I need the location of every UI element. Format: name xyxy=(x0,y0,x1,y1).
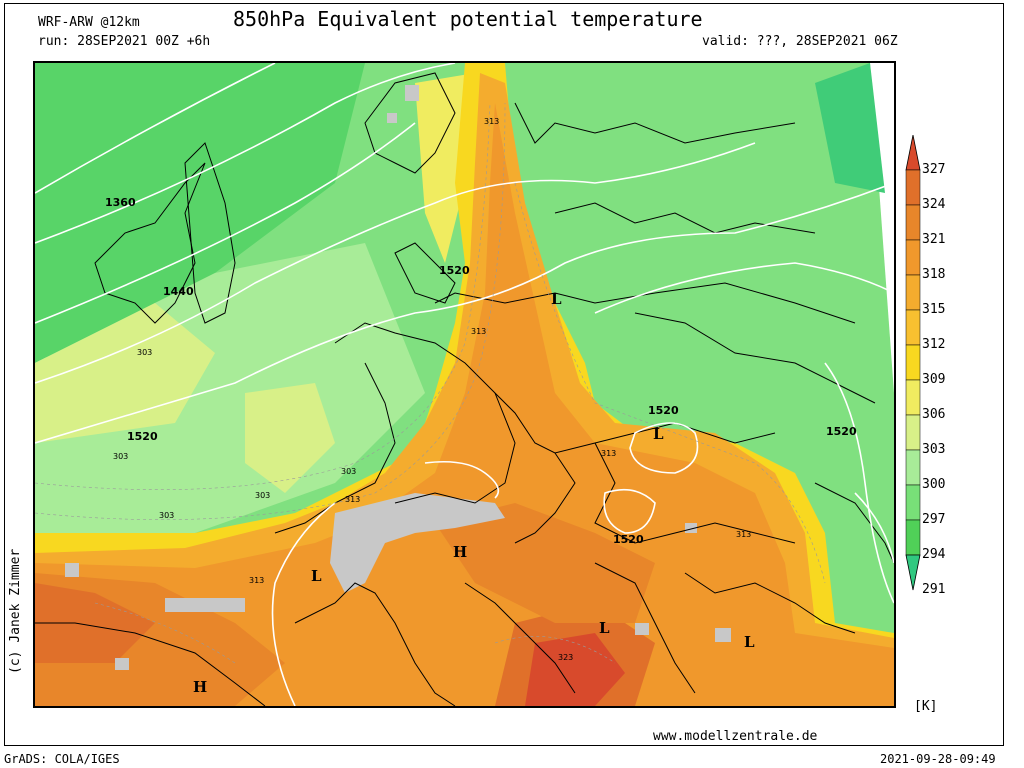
low-pressure-marker: L xyxy=(311,567,322,585)
contour-label: 1440 xyxy=(163,285,194,298)
colorbar-swatch xyxy=(905,519,921,556)
colorbar-tick-label: 321 xyxy=(922,232,946,247)
theta-label: 313 xyxy=(249,576,265,585)
low-pressure-marker: L xyxy=(599,619,610,637)
website-credit: www.modellzentrale.de xyxy=(653,729,818,744)
colorbar-tick-label: 303 xyxy=(922,442,946,457)
colorbar-swatch xyxy=(905,309,921,346)
contour-label: 1520 xyxy=(439,264,470,277)
colorbar-unit: [K] xyxy=(914,699,938,714)
colorbar: 327 324 321 318 315 312 309 306 303 300 297 294 291 xyxy=(902,134,1022,635)
chart-title: 850hPa Equivalent potential temperature xyxy=(233,7,703,31)
contour-label: 1520 xyxy=(127,430,158,443)
theta-label: 303 xyxy=(255,491,271,500)
weather-map: 1360 1440 1520 1520 1520 1520 1520 313 3… xyxy=(33,61,896,708)
low-pressure-marker: L xyxy=(744,633,755,651)
colorbar-tick-label: 291 xyxy=(922,582,946,597)
colorbar-swatch xyxy=(905,414,921,451)
high-pressure-marker: H xyxy=(453,543,468,561)
theta-label: 323 xyxy=(558,653,574,662)
colorbar-tick-label: 327 xyxy=(922,162,946,177)
colorbar-tick-label: 300 xyxy=(922,477,946,492)
contour-label: 1520 xyxy=(648,404,679,417)
colorbar-swatches xyxy=(905,134,921,591)
colorbar-swatch xyxy=(905,344,921,381)
timestamp: 2021-09-28-09:49 xyxy=(880,752,996,766)
theta-label: 303 xyxy=(341,467,357,476)
low-pressure-marker: L xyxy=(551,290,562,308)
colorbar-swatch xyxy=(905,484,921,521)
valid-label: valid: ???, 28SEP2021 06Z xyxy=(702,34,898,49)
contour-label: 1520 xyxy=(613,533,644,546)
high-pressure-marker: H xyxy=(193,678,208,696)
colorbar-tick-label: 297 xyxy=(922,512,946,527)
colorbar-tick-label: 324 xyxy=(922,197,946,212)
colorbar-tick-label: 312 xyxy=(922,337,946,352)
colorbar-tick-label: 309 xyxy=(922,372,946,387)
run-label: run: 28SEP2021 00Z +6h xyxy=(38,34,211,49)
contour-label: 1360 xyxy=(105,196,136,209)
contour-label: 1520 xyxy=(826,425,857,438)
theta-label: 303 xyxy=(159,511,175,520)
colorbar-tick-label: 318 xyxy=(922,267,946,282)
colorbar-top-arrow xyxy=(905,134,921,171)
grads-credit: GrADS: COLA/IGES xyxy=(4,752,120,766)
theta-label: 303 xyxy=(113,452,129,461)
theta-label: 313 xyxy=(736,530,752,539)
colorbar-bottom-arrow xyxy=(905,554,921,591)
theta-label: 313 xyxy=(601,449,617,458)
low-pressure-marker: L xyxy=(653,425,664,443)
colorbar-swatch xyxy=(905,239,921,276)
colorbar-tick-label: 306 xyxy=(922,407,946,422)
theta-label: 313 xyxy=(471,327,487,336)
colorbar-tick-label: 315 xyxy=(922,302,946,317)
theta-label: 303 xyxy=(137,348,153,357)
theta-label: 313 xyxy=(484,117,500,126)
author-credit: (c) Janek Zimmer xyxy=(8,548,23,674)
model-label: WRF-ARW @12km xyxy=(38,15,140,30)
figure-frame xyxy=(4,3,1004,746)
colorbar-swatch xyxy=(905,204,921,241)
theta-label: 313 xyxy=(345,495,361,504)
colorbar-swatch xyxy=(905,274,921,311)
colorbar-tick-label: 294 xyxy=(922,547,946,562)
colorbar-swatch xyxy=(905,379,921,416)
colorbar-swatch xyxy=(905,169,921,206)
colorbar-swatch xyxy=(905,449,921,486)
